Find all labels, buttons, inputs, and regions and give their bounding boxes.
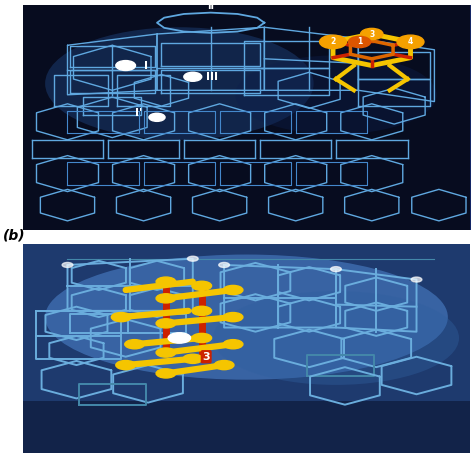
Circle shape (156, 319, 176, 328)
Text: (b): (b) (3, 228, 26, 243)
Text: I': I' (136, 108, 143, 118)
Circle shape (397, 35, 424, 49)
Circle shape (111, 312, 131, 322)
Circle shape (187, 256, 198, 261)
Circle shape (62, 263, 73, 267)
Circle shape (156, 348, 176, 357)
Ellipse shape (213, 291, 459, 385)
Text: 1: 1 (357, 37, 362, 46)
Circle shape (183, 354, 202, 364)
Circle shape (156, 369, 176, 378)
Bar (23, 401, 470, 453)
Circle shape (156, 277, 176, 286)
Text: III: III (206, 72, 218, 82)
Text: 4: 4 (408, 37, 413, 46)
Circle shape (223, 340, 243, 349)
Text: 3: 3 (202, 352, 210, 362)
Circle shape (156, 294, 176, 303)
Circle shape (149, 113, 165, 121)
Circle shape (192, 281, 211, 291)
Circle shape (192, 306, 211, 315)
Ellipse shape (45, 255, 448, 380)
Circle shape (168, 333, 191, 343)
Circle shape (361, 28, 383, 40)
Circle shape (348, 36, 371, 47)
Text: 2: 2 (330, 37, 336, 46)
Text: II: II (207, 1, 214, 11)
Circle shape (192, 333, 211, 343)
Circle shape (125, 340, 145, 349)
Circle shape (411, 277, 422, 282)
Circle shape (116, 361, 136, 370)
Ellipse shape (45, 27, 314, 140)
Circle shape (330, 267, 341, 272)
Circle shape (223, 312, 243, 322)
Circle shape (219, 263, 229, 267)
Circle shape (214, 361, 234, 370)
Circle shape (116, 61, 136, 71)
Text: 3: 3 (369, 29, 374, 38)
Circle shape (223, 285, 243, 294)
Ellipse shape (235, 55, 437, 134)
Circle shape (319, 35, 346, 49)
Text: I: I (144, 61, 147, 71)
Circle shape (184, 73, 202, 82)
